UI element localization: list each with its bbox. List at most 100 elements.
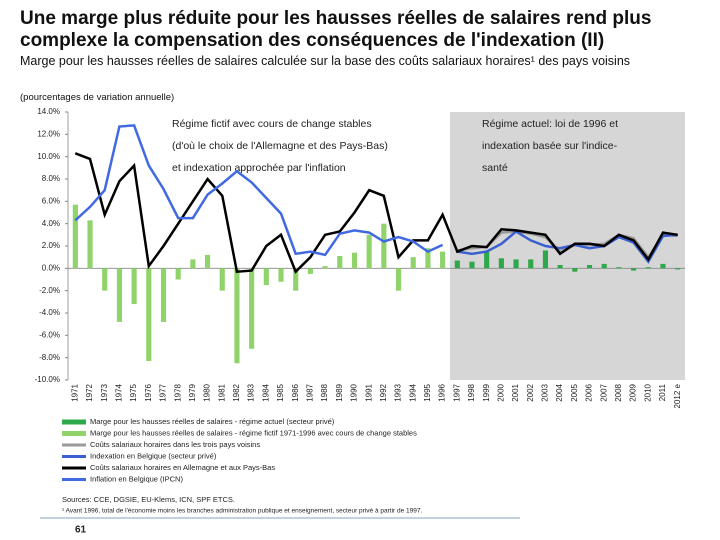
- x-tick-label: 1978: [173, 383, 182, 401]
- y-tick-label: -4.0%: [39, 308, 60, 317]
- y-tick-label: 10.0%: [37, 152, 60, 161]
- bar: [322, 266, 328, 269]
- annotation: et indexation approchée par l'inflation: [172, 162, 346, 174]
- y-tick-label: 0.0%: [42, 263, 60, 272]
- sources: Sources: CCE, DGSIE, EU-Klems, ICN, SPF …: [62, 495, 235, 504]
- x-tick-label: 1975: [129, 383, 138, 401]
- unit-note: (pourcentages de variation annuelle): [20, 92, 175, 103]
- bar: [102, 268, 108, 291]
- x-tick-label: 1994: [408, 383, 417, 401]
- bar: [190, 259, 196, 269]
- x-tick-label: 1976: [144, 383, 153, 401]
- bar: [219, 268, 225, 291]
- x-tick-label: 2005: [570, 383, 579, 401]
- bar: [116, 268, 122, 322]
- annotation: (d'où le choix de l'Allemagne et des Pay…: [172, 140, 388, 152]
- x-tick-label: 1997: [452, 383, 461, 401]
- annotation: santé: [482, 162, 508, 174]
- bar: [234, 268, 240, 364]
- bar: [249, 268, 255, 349]
- bar: [557, 264, 563, 269]
- bar: [395, 268, 402, 291]
- annotation: Régime fictif avec cours de change stabl…: [172, 118, 372, 130]
- chart-subtitle: Marge pour les hausses réelles de salair…: [20, 54, 631, 68]
- x-tick-label: 1993: [394, 383, 403, 401]
- bar: [293, 268, 299, 291]
- legend-label: Inflation en Belgique (IPCN): [90, 474, 183, 483]
- footnote: ¹ Avant 1996, total de l'économie moins …: [62, 508, 422, 515]
- y-tick-label: -6.0%: [39, 330, 60, 339]
- x-tick-label: 2003: [541, 383, 550, 401]
- x-tick-label: 1983: [247, 383, 256, 401]
- x-tick-label: 1995: [423, 383, 432, 401]
- annotation: Régime actuel: loi de 1996 et: [482, 118, 618, 130]
- legend-label: Coûts salariaux horaires dans les trois …: [90, 440, 260, 449]
- x-tick-label: 1986: [291, 383, 300, 401]
- y-tick-label: 8.0%: [42, 174, 60, 183]
- legend-swatch: [62, 419, 86, 425]
- bar: [513, 259, 519, 269]
- bar: [175, 268, 181, 280]
- x-tick-label: 1991: [364, 383, 373, 401]
- x-tick-label: 2006: [585, 383, 594, 401]
- x-tick-label: 1985: [276, 383, 285, 401]
- bar: [675, 268, 681, 270]
- x-tick-label: 2001: [511, 383, 520, 401]
- bar: [645, 267, 651, 269]
- line-series: [457, 229, 678, 264]
- x-tick-label: 1999: [482, 383, 491, 401]
- bar: [660, 263, 666, 269]
- x-tick-label: 1990: [350, 383, 359, 401]
- legend-label: Indexation en Belgique (secteur privé): [90, 451, 217, 460]
- legend-swatch: [62, 431, 86, 436]
- bar: [631, 268, 637, 271]
- x-tick-label: 1982: [232, 383, 241, 401]
- x-tick-label: 1977: [159, 383, 168, 401]
- bar: [469, 261, 475, 269]
- y-tick-label: 12.0%: [37, 129, 60, 138]
- bar: [351, 252, 358, 269]
- bar: [601, 263, 607, 269]
- bar: [337, 256, 343, 269]
- bar: [87, 220, 93, 269]
- x-tick-label: 1989: [335, 383, 344, 401]
- bar: [204, 254, 211, 269]
- chart-title: Une marge plus réduite pour les hausses …: [20, 8, 652, 51]
- y-tick-label: 14.0%: [37, 107, 60, 116]
- y-tick-label: 4.0%: [42, 219, 60, 228]
- x-tick-label: 2004: [555, 383, 564, 401]
- bar: [528, 259, 534, 269]
- legend-label: Marge pour les hausses réelles de salair…: [90, 417, 335, 426]
- x-tick-label: 1987: [306, 383, 315, 401]
- bar: [307, 268, 313, 274]
- y-tick-label: 6.0%: [42, 196, 60, 205]
- x-tick-label: 2008: [614, 383, 623, 401]
- x-tick-label: 1988: [320, 383, 329, 401]
- y-tick-label: -2.0%: [39, 286, 60, 295]
- bar: [366, 234, 372, 269]
- bar: [542, 250, 549, 269]
- x-tick-label: 1984: [261, 383, 270, 401]
- x-tick-label: 2010: [643, 383, 652, 401]
- bar: [131, 268, 137, 305]
- bar: [263, 268, 269, 286]
- x-tick-label: 1974: [115, 383, 124, 401]
- x-tick-label: 1973: [100, 383, 109, 401]
- bar: [381, 223, 387, 269]
- bar: [440, 251, 446, 269]
- x-tick-label: 1981: [217, 383, 226, 401]
- legend-label: Marge pour les hausses réelles de salair…: [90, 428, 417, 437]
- line-series: [74, 152, 678, 274]
- x-tick-label: 1992: [379, 383, 388, 401]
- x-tick-label: 2007: [599, 383, 608, 401]
- bar: [160, 268, 167, 322]
- x-tick-label: 1979: [188, 383, 197, 401]
- x-tick-label: 1971: [70, 383, 79, 401]
- bar: [146, 268, 152, 362]
- bar: [586, 264, 593, 269]
- x-tick-label: 2011: [658, 383, 667, 401]
- line-series: [74, 124, 444, 257]
- bar: [410, 257, 416, 269]
- legend-label: Coûts salariaux horaires en Allemagne et…: [90, 463, 275, 472]
